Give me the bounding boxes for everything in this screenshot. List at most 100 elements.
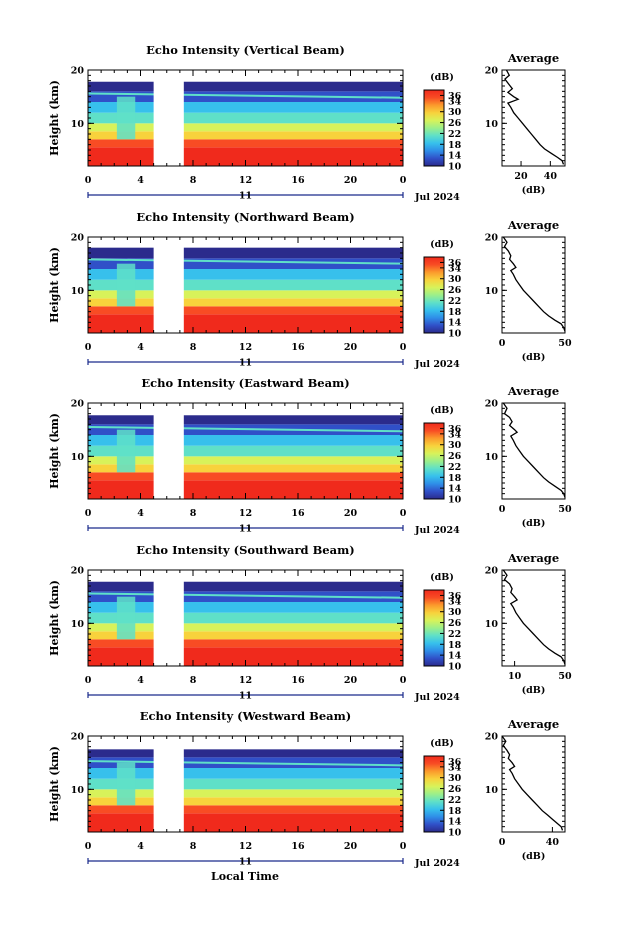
profile-x-tick-label: 50: [558, 504, 572, 515]
profile-frame: [501, 735, 566, 833]
convective-plume: [116, 596, 136, 640]
y-tick-label: 20: [71, 233, 85, 244]
intensity-layer: [88, 445, 403, 457]
colorbar-tick-label: 10: [448, 162, 462, 173]
colorbar-unit: (dB): [430, 572, 454, 583]
panel-2: Echo Intensity (Northward Beam) 10 20 Heigh…: [48, 210, 572, 370]
x-tick-label: 20: [344, 675, 358, 686]
x-tick-label: 4: [137, 508, 144, 519]
colorbar-tick-label: 26: [448, 618, 462, 629]
y-tick-label: 20: [71, 566, 85, 577]
colorbar-tick-label: 14: [448, 151, 462, 162]
x-tick-label: 0: [400, 342, 407, 353]
day-label: 11: [239, 857, 252, 868]
intensity-layer: [88, 290, 403, 299]
panel-title: Echo Intensity (Eastward Beam): [141, 376, 349, 390]
profile-y-tick-label: 20: [485, 233, 499, 244]
y-axis-label: Height (km): [48, 413, 61, 489]
average-profile: Average 10 20 0 50 (dB): [485, 218, 572, 363]
data-gap: [153, 237, 184, 333]
x-tick-label: 0: [400, 841, 407, 852]
colorbar-tick-label: 22: [448, 462, 461, 473]
profile-y-tick-label: 20: [485, 566, 499, 577]
y-tick-label: 20: [71, 399, 85, 410]
colorbar-tick-label: 30: [448, 274, 462, 285]
x-tick-label: 0: [400, 175, 407, 186]
date-label: Jul 2024: [414, 525, 460, 536]
colorbar-tick-label: 30: [448, 107, 462, 118]
day-label: 11: [239, 358, 252, 369]
x-tick-label: 0: [85, 675, 92, 686]
x-tick-label: 12: [239, 675, 252, 686]
x-tick-label: 0: [400, 508, 407, 519]
colorbar: [423, 89, 445, 167]
profile-frame: [501, 402, 566, 500]
profile-x-label: (dB): [522, 352, 546, 363]
colorbar: [423, 755, 445, 833]
average-profile: Average 10 20 0 50 (dB): [485, 384, 572, 529]
profile-x-label: (dB): [522, 851, 546, 862]
intensity-layer: [88, 435, 403, 446]
colorbar-tick-label: 22: [448, 629, 461, 640]
intensity-layer: [88, 631, 403, 640]
profile-y-tick-label: 10: [485, 452, 499, 463]
colorbar-tick-label: 34: [448, 429, 462, 440]
profile-x-label: (dB): [522, 185, 546, 196]
day-label: 11: [239, 524, 252, 535]
x-tick-label: 4: [137, 175, 144, 186]
intensity-layer: [88, 472, 403, 481]
intensity-layer: [88, 464, 403, 473]
y-tick-label: 10: [71, 119, 85, 130]
x-tick-label: 20: [344, 175, 358, 186]
x-tick-label: 8: [190, 175, 197, 186]
panel-5: Echo Intensity (Westward Beam) 10 20 Height…: [48, 709, 566, 869]
panel-title: Echo Intensity (Vertical Beam): [146, 43, 345, 57]
intensity-layer: [88, 623, 403, 632]
intensity-layer: [88, 91, 403, 102]
colorbar: [423, 589, 445, 667]
colorbar: [423, 256, 445, 334]
profile-title: Average: [507, 218, 559, 232]
intensity-layer: [88, 778, 403, 790]
panel-title: Echo Intensity (Northward Beam): [136, 210, 354, 224]
y-axis-label: Height (km): [48, 247, 61, 323]
profile-x-tick-label: 50: [558, 671, 572, 682]
profile-frame: [501, 236, 566, 334]
colorbar-tick-label: 18: [448, 307, 462, 318]
intensity-layer: [88, 749, 403, 758]
profile-y-tick-label: 10: [485, 619, 499, 630]
profile-y-tick-label: 10: [485, 785, 499, 796]
profile-frame: [501, 69, 566, 167]
x-tick-label: 12: [239, 175, 252, 186]
panel-3: Echo Intensity (Eastward Beam) 10 20 Height…: [48, 376, 572, 536]
colorbar-tick-label: 10: [448, 495, 462, 506]
profile-line: [502, 236, 566, 332]
colorbar: [423, 422, 445, 500]
convective-plume: [116, 762, 136, 806]
y-axis-label: Height (km): [48, 580, 61, 656]
x-tick-label: 0: [85, 508, 92, 519]
x-tick-label: 12: [239, 508, 252, 519]
day-label: 11: [239, 691, 252, 702]
colorbar-unit: (dB): [430, 72, 454, 83]
profile-x-tick-label: 10: [508, 671, 522, 682]
intensity-layer: [88, 102, 403, 113]
intensity-layer: [88, 581, 403, 592]
colorbar-tick-label: 36: [448, 757, 462, 768]
colorbar-tick-label: 18: [448, 473, 462, 484]
colorbar-tick-label: 22: [448, 795, 461, 806]
convective-plume: [116, 263, 136, 307]
colorbar-tick-label: 10: [448, 329, 462, 340]
colorbar-tick-label: 36: [448, 91, 462, 102]
intensity-layer: [88, 789, 403, 798]
profile-x-tick-label: 40: [546, 837, 560, 848]
colorbar-tick-label: 30: [448, 440, 462, 451]
colorbar-tick-label: 30: [448, 773, 462, 784]
panel-4: Echo Intensity (Southward Beam) 10 20 Heigh…: [48, 543, 572, 703]
intensity-layer: [88, 81, 403, 92]
x-tick-label: 0: [85, 342, 92, 353]
x-tick-label: 4: [137, 342, 144, 353]
heatmap: [88, 736, 403, 832]
colorbar-tick-label: 18: [448, 640, 462, 651]
